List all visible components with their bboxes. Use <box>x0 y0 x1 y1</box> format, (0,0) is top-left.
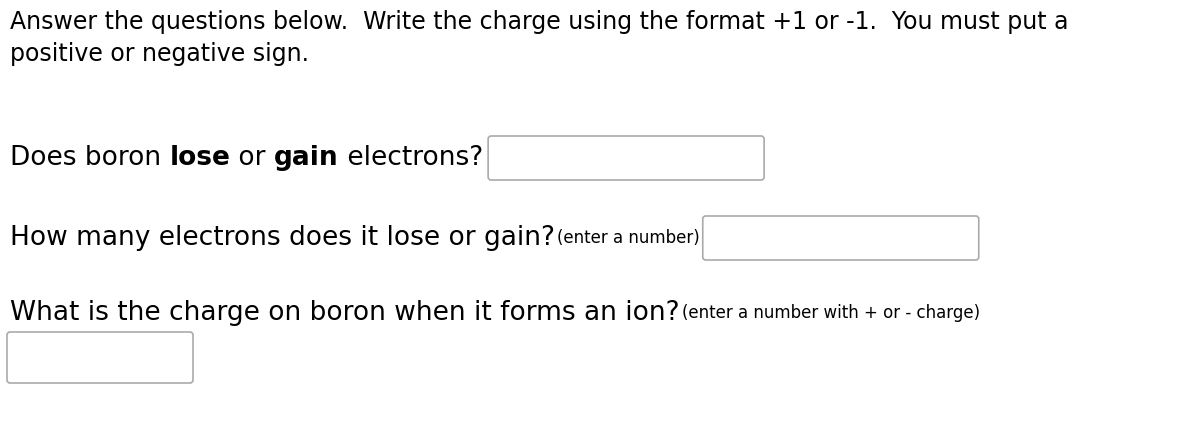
Text: How many electrons does it lose or gain?: How many electrons does it lose or gain? <box>10 225 554 251</box>
Text: electrons?: electrons? <box>338 145 484 171</box>
Text: (enter a number with + or - charge): (enter a number with + or - charge) <box>682 304 979 322</box>
Text: or: or <box>230 145 275 171</box>
Text: gain: gain <box>275 145 338 171</box>
Text: How many electrons does it lose or gain?: How many electrons does it lose or gain? <box>10 225 554 251</box>
Text: What is the charge on boron when it forms an ion?: What is the charge on boron when it form… <box>10 300 679 326</box>
Text: Answer the questions below.  Write the charge using the format +1 or -1.  You mu: Answer the questions below. Write the ch… <box>10 10 1068 34</box>
Text: positive or negative sign.: positive or negative sign. <box>10 42 310 66</box>
Text: (enter a number): (enter a number) <box>557 229 700 247</box>
Text: Does boron: Does boron <box>10 145 169 171</box>
Text: What is the charge on boron when it forms an ion?: What is the charge on boron when it form… <box>10 300 679 326</box>
Text: (enter a number): (enter a number) <box>557 229 700 247</box>
FancyBboxPatch shape <box>703 216 979 260</box>
Text: lose: lose <box>169 145 230 171</box>
FancyBboxPatch shape <box>488 136 764 180</box>
FancyBboxPatch shape <box>7 332 193 383</box>
